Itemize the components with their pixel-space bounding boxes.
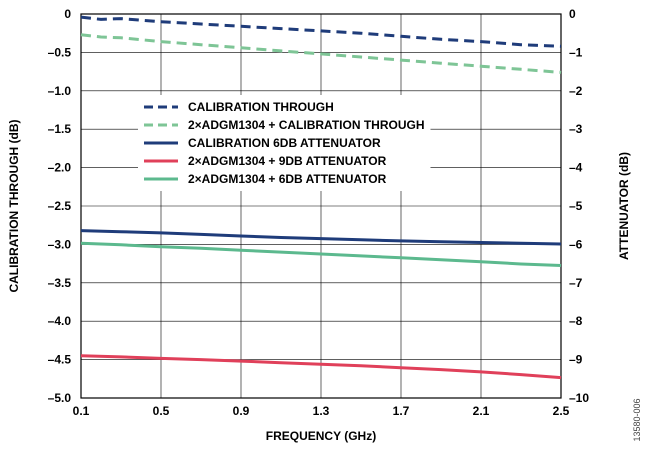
legend: CALIBRATION THROUGH 2×ADGM1304 + CALIBRAT… xyxy=(138,95,431,191)
plot-frame xyxy=(80,13,562,399)
legend-label: 2×ADGM1304 + 6DB ATTENUATOR xyxy=(188,172,387,186)
y2-tick-label: –1 xyxy=(569,45,583,59)
y-tick-labels: 0 –0.5 –1.0 –1.5 –2.0 –2.5 –3.0 –3.5 –4.0 –4.5 –5.… xyxy=(48,7,72,405)
y-tick-label: –3.5 xyxy=(48,276,72,290)
series-line-4 xyxy=(80,354,562,380)
x-axis-title: FREQUENCY (GHz) xyxy=(266,429,376,443)
y-tick-label: –4.5 xyxy=(48,353,72,367)
y2-tick-label: –10 xyxy=(569,391,589,405)
y-tick-label: –2.5 xyxy=(48,199,72,213)
legend-label: CALIBRATION 6DB ATTENUATOR xyxy=(188,136,381,150)
y2-tick-label: –6 xyxy=(569,237,583,251)
y2-tick-label: –4 xyxy=(569,161,583,175)
grid xyxy=(81,14,561,398)
y-tick-label: –5.0 xyxy=(48,391,72,405)
x-tick-label: 0.5 xyxy=(153,404,170,418)
legend-label: 2×ADGM1304 + CALIBRATION THROUGH xyxy=(188,118,424,132)
x-tick-label: 0.9 xyxy=(233,404,250,418)
x-tick-label: 0.1 xyxy=(73,404,90,418)
x-tick-labels: 0.1 0.5 0.9 1.3 1.7 2.1 2.5 xyxy=(73,404,570,418)
legend-label: CALIBRATION THROUGH xyxy=(188,100,334,114)
y-tick-label: –2.0 xyxy=(48,161,72,175)
y-tick-label: –0.5 xyxy=(48,45,72,59)
series-line-5 xyxy=(80,241,562,267)
y-tick-label: –1.5 xyxy=(48,122,72,136)
x-tick-label: 2.5 xyxy=(553,404,570,418)
legend-label: 2×ADGM1304 + 9DB ATTENUATOR xyxy=(188,154,387,168)
y2-tick-label: –3 xyxy=(569,122,583,136)
x-tick-label: 2.1 xyxy=(473,404,490,418)
y-tick-label: –1.0 xyxy=(48,84,72,98)
x-tick-label: 1.7 xyxy=(393,404,410,418)
legend-background xyxy=(138,95,431,191)
y2-tick-label: –2 xyxy=(569,84,583,98)
y2-tick-label: –7 xyxy=(569,276,583,290)
y2-axis-title: ATTENUATOR (dB) xyxy=(617,152,631,260)
figure-id: 13580-006 xyxy=(632,398,642,441)
series-line-3 xyxy=(80,229,562,246)
y2-tick-label: –9 xyxy=(569,353,583,367)
x-tick-label: 1.3 xyxy=(313,404,330,418)
y2-tick-labels: 0 –1 –2 –3 –4 –5 –6 –7 –8 –9 –10 xyxy=(569,7,589,405)
y-tick-label: 0 xyxy=(64,7,71,21)
y2-tick-label: –8 xyxy=(569,314,583,328)
y-tick-label: –4.0 xyxy=(48,314,72,328)
y2-tick-label: –5 xyxy=(569,199,583,213)
y-axis-title: CALIBRATION THROUGH (dB) xyxy=(7,119,21,292)
y-tick-label: –3.0 xyxy=(48,237,72,251)
y2-tick-label: 0 xyxy=(569,7,576,21)
series-lines xyxy=(80,15,562,380)
